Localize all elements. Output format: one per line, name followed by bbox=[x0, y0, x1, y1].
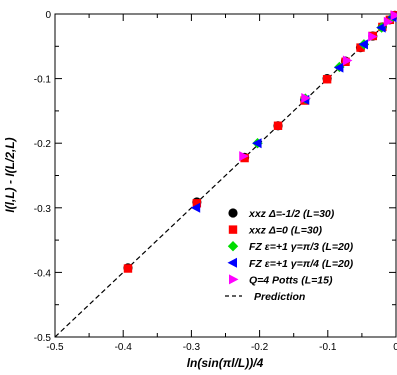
legend-label: Prediction bbox=[254, 291, 305, 303]
x-tick-label: -0.5 bbox=[46, 342, 64, 353]
legend-symbol-triangle-left bbox=[227, 257, 237, 268]
legend-label: FZ ε=+1 γ=π/3 (L=20) bbox=[249, 241, 354, 253]
point-square bbox=[385, 15, 395, 25]
legend-label: FZ ε=+1 γ=π/4 (L=20) bbox=[249, 258, 354, 270]
point-triangle-left bbox=[358, 39, 368, 50]
x-tick-label: 0 bbox=[393, 342, 397, 353]
x-tick-label: -0.4 bbox=[115, 342, 133, 353]
axis-ticks: -0.5 -0.4 -0.3 -0.2 -0.1 0 -0.5 -0.4 -0.3 -0.2 -0.… bbox=[34, 10, 397, 353]
data-points bbox=[123, 10, 397, 273]
point-triangle-left bbox=[190, 202, 201, 213]
point-triangle-left bbox=[333, 62, 344, 73]
y-axis-label: I(l,L) - I(L/2,L) bbox=[3, 137, 17, 212]
legend-label: xxz Δ=-1/2 (L=30) bbox=[248, 208, 335, 220]
point-square bbox=[123, 264, 133, 273]
legend-box bbox=[224, 202, 384, 306]
prediction-line-group bbox=[54, 13, 397, 338]
point-triangle-right bbox=[342, 55, 353, 66]
y-tick-label: -0.5 bbox=[34, 333, 52, 344]
point-triangle-left bbox=[252, 138, 262, 149]
prediction-line bbox=[54, 13, 397, 338]
legend-label: xxz Δ=0 (L=30) bbox=[248, 225, 323, 237]
x-tick-label: -0.3 bbox=[183, 342, 201, 353]
legend-symbol-diamond bbox=[227, 241, 239, 252]
legend-symbol-square bbox=[228, 225, 238, 234]
x-tick-label: -0.2 bbox=[251, 342, 269, 353]
point-triangle-right bbox=[368, 31, 378, 42]
point-triangle-right bbox=[383, 16, 394, 27]
y-tick-label: -0.4 bbox=[34, 268, 52, 279]
point-square bbox=[356, 43, 365, 52]
point-triangle-left bbox=[376, 22, 386, 33]
point-triangle-right bbox=[390, 10, 397, 21]
point-square bbox=[322, 75, 332, 84]
legend-symbol-circle bbox=[228, 208, 238, 218]
y-tick-label: -0.3 bbox=[34, 204, 52, 215]
legend-label: Q=4 Potts (L=15) bbox=[249, 274, 333, 286]
point-square bbox=[273, 121, 283, 130]
x-tick-label: -0.1 bbox=[319, 342, 337, 353]
point-triangle-right bbox=[301, 92, 311, 103]
y-tick-label: 0 bbox=[45, 10, 51, 21]
x-axis-label: ln(sin(πl/L))/4 bbox=[187, 356, 264, 370]
legend: xxz Δ=-1/2 (L=30) xxz Δ=0 (L=30) FZ ε=+1 γ… bbox=[224, 202, 384, 306]
y-tick-label: -0.2 bbox=[34, 139, 52, 150]
legend-symbol-triangle-right bbox=[229, 274, 239, 285]
y-tick-label: -0.1 bbox=[34, 75, 52, 86]
point-square bbox=[192, 199, 202, 208]
point-triangle-right bbox=[239, 151, 249, 162]
